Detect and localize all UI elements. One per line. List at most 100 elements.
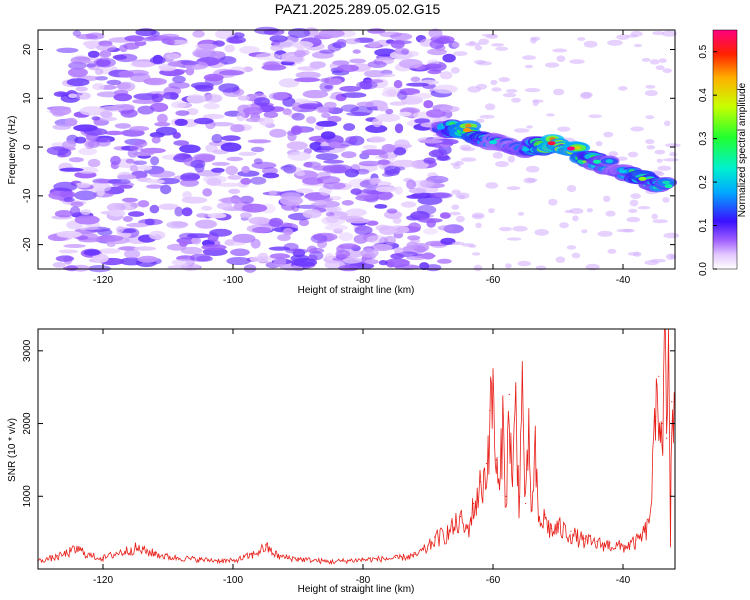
- snr-point: [56, 555, 59, 557]
- noise-blob: [294, 77, 321, 83]
- noise-blob: [423, 100, 434, 109]
- noise-blob: [368, 136, 386, 143]
- noise-blob: [180, 246, 203, 255]
- noise-speckle: [449, 211, 461, 216]
- noise-blob: [133, 246, 156, 251]
- noise-blob: [261, 64, 287, 71]
- noise-speckle: [471, 212, 485, 220]
- noise-blob: [247, 139, 272, 144]
- noise-blob: [302, 89, 329, 99]
- noise-blob: [211, 167, 225, 173]
- noise-blob: [295, 71, 321, 79]
- noise-blob: [210, 122, 235, 127]
- noise-blob: [386, 208, 398, 214]
- noise-blob: [433, 84, 458, 94]
- noise-speckle: [669, 152, 677, 157]
- noise-blob: [93, 57, 116, 68]
- noise-blob: [195, 219, 217, 229]
- noise-speckle: [586, 208, 594, 213]
- noise-speckle: [555, 256, 566, 263]
- noise-speckle: [556, 55, 566, 62]
- noise-blob: [143, 77, 167, 86]
- noise-blob: [114, 123, 131, 129]
- noise-blob: [149, 56, 166, 65]
- noise-speckle: [607, 248, 617, 254]
- noise-speckle: [644, 90, 658, 97]
- noise-blob: [179, 240, 188, 247]
- snr-point: [502, 408, 504, 410]
- noise-speckle: [651, 213, 658, 220]
- noise-blob: [345, 208, 367, 217]
- noise-blob: [414, 118, 430, 124]
- noise-blob: [440, 237, 456, 245]
- signal-blob: [574, 146, 581, 150]
- noise-blob: [390, 32, 413, 41]
- noise-blob: [384, 165, 401, 175]
- noise-blob: [428, 150, 445, 158]
- noise-blob: [226, 156, 244, 162]
- noise-blob: [225, 165, 238, 176]
- noise-speckle: [641, 58, 651, 62]
- noise-blob: [377, 159, 390, 165]
- noise-speckle: [553, 88, 565, 96]
- noise-speckle: [507, 155, 515, 163]
- noise-blob: [238, 151, 257, 156]
- noise-speckle: [525, 64, 533, 69]
- noise-speckle: [629, 199, 639, 207]
- noise-blob: [255, 52, 281, 61]
- noise-blob: [295, 188, 314, 194]
- noise-speckle: [548, 198, 558, 206]
- noise-blob: [270, 44, 284, 52]
- noise-blob: [338, 243, 359, 250]
- noise-blob: [360, 248, 379, 258]
- noise-blob: [226, 257, 251, 265]
- noise-blob: [419, 179, 435, 188]
- noise-blob: [137, 165, 153, 171]
- noise-speckle: [474, 59, 486, 65]
- snr-point: [232, 559, 234, 561]
- noise-speckle: [571, 252, 581, 259]
- noise-blob: [291, 41, 314, 49]
- noise-blob: [104, 130, 125, 136]
- noise-blob: [384, 235, 396, 245]
- noise-blob: [341, 200, 354, 206]
- noise-blob: [390, 40, 405, 49]
- noise-blob: [70, 201, 84, 208]
- noise-blob: [436, 155, 451, 161]
- noise-speckle: [451, 241, 465, 245]
- noise-blob: [269, 35, 288, 43]
- noise-blob: [336, 39, 347, 45]
- noise-blob: [179, 144, 201, 154]
- noise-blob: [68, 157, 84, 163]
- noise-blob: [79, 106, 106, 116]
- noise-blob: [149, 204, 160, 214]
- signal-peak-0: [437, 125, 445, 130]
- noise-blob: [58, 249, 79, 254]
- snr-point: [534, 444, 536, 446]
- noise-blob: [76, 33, 98, 40]
- noise-blob: [100, 111, 113, 118]
- noise-blob: [174, 118, 188, 126]
- noise-blob: [167, 61, 185, 67]
- noise-blob: [96, 44, 117, 52]
- noise-blob: [253, 158, 263, 165]
- noise-speckle: [450, 67, 460, 74]
- noise-blob: [369, 177, 379, 185]
- noise-blob: [278, 78, 300, 88]
- signal-peak-2: [489, 140, 497, 145]
- noise-speckle: [473, 264, 483, 272]
- noise-blob: [50, 106, 72, 116]
- colorbar-ticks: 0.0 0.1 0.2 0.3 0.4 0.5: [698, 44, 717, 276]
- noise-speckle: [490, 79, 498, 85]
- noise-blob: [430, 192, 453, 199]
- noise-blob: [174, 206, 184, 217]
- snr-point: [596, 540, 598, 542]
- noise-blob: [211, 161, 230, 166]
- noise-speckle: [654, 149, 666, 155]
- noise-blob: [83, 249, 101, 256]
- snr-point: [154, 551, 156, 553]
- figure-title: PAZ1.2025.289.05.02.G15: [274, 1, 441, 17]
- noise-blob: [315, 153, 339, 161]
- noise-blob: [63, 244, 86, 248]
- snr-point: [622, 544, 624, 546]
